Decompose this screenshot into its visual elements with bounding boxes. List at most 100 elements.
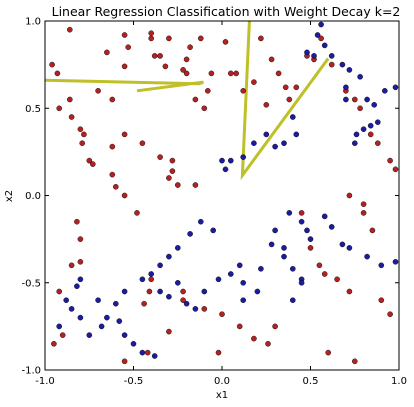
- red-point: [79, 140, 85, 146]
- blue-point: [201, 288, 208, 295]
- blue-point: [197, 218, 204, 225]
- blue-point: [351, 140, 358, 146]
- blue-point: [183, 300, 190, 307]
- red-point: [77, 236, 84, 242]
- blue-point: [68, 306, 75, 312]
- red-point: [95, 88, 101, 94]
- red-point: [157, 154, 163, 160]
- red-point: [328, 61, 335, 68]
- red-point: [121, 192, 128, 199]
- red-point: [121, 32, 128, 38]
- red-point: [251, 335, 257, 342]
- blue-point: [56, 323, 63, 330]
- x-tick-label: -1.0: [35, 376, 55, 387]
- red-point: [49, 61, 55, 68]
- blue-point: [298, 218, 305, 225]
- red-point: [51, 340, 57, 347]
- blue-point: [339, 61, 346, 68]
- blue-point: [304, 49, 310, 56]
- blue-point: [346, 67, 353, 73]
- blue-point: [263, 131, 270, 138]
- blue-point: [378, 262, 385, 269]
- red-point: [325, 349, 332, 356]
- blue-point: [272, 143, 278, 150]
- red-point: [192, 182, 199, 188]
- blue-point: [227, 157, 234, 164]
- red-point: [215, 349, 222, 356]
- blue-point: [307, 236, 314, 242]
- red-point: [151, 53, 158, 59]
- blue-point: [95, 297, 101, 304]
- red-point: [183, 70, 190, 77]
- red-point: [307, 245, 314, 251]
- blue-point: [240, 297, 246, 304]
- blue-point: [77, 276, 84, 283]
- red-point: [166, 175, 172, 181]
- blue-point: [157, 262, 163, 269]
- blue-point: [130, 340, 137, 347]
- blue-point: [321, 42, 328, 49]
- blue-point: [166, 293, 172, 300]
- blue-point: [298, 279, 305, 286]
- red-point: [90, 161, 96, 167]
- blue-point: [328, 224, 335, 230]
- red-point: [222, 39, 229, 45]
- red-point: [351, 96, 358, 103]
- blue-point: [343, 96, 349, 103]
- blue-point: [357, 74, 363, 80]
- blue-point: [371, 102, 378, 108]
- y-tick-label: -0.5: [21, 278, 41, 289]
- red-point: [268, 56, 275, 63]
- blue-point: [289, 297, 296, 304]
- blue-point: [328, 53, 335, 59]
- red-point: [346, 192, 353, 199]
- red-point: [357, 105, 363, 112]
- blue-point: [374, 119, 381, 125]
- blue-point: [174, 279, 181, 286]
- red-point: [227, 70, 234, 77]
- red-point: [86, 157, 93, 164]
- blue-point: [104, 314, 110, 321]
- red-point: [59, 332, 66, 338]
- blue-point: [227, 271, 234, 277]
- blue-point: [364, 253, 370, 260]
- blue-point: [321, 213, 328, 220]
- red-point: [166, 328, 172, 335]
- blue-point: [268, 241, 275, 248]
- red-point: [367, 131, 374, 138]
- red-point: [392, 166, 399, 173]
- blue-point: [236, 262, 243, 269]
- red-point: [318, 35, 324, 42]
- blue-point: [251, 140, 257, 146]
- red-point: [258, 35, 264, 42]
- blue-point: [289, 265, 296, 272]
- red-point: [298, 210, 305, 216]
- blue-point: [286, 210, 293, 216]
- red-point: [56, 288, 63, 295]
- red-point: [77, 258, 84, 265]
- red-point: [121, 131, 128, 138]
- blue-point: [258, 265, 264, 272]
- blue-point: [74, 283, 80, 290]
- y-tick-label: 0.0: [25, 191, 41, 202]
- blue-point: [254, 288, 261, 295]
- red-point: [77, 126, 84, 132]
- red-point: [68, 114, 75, 120]
- blue-point: [98, 323, 105, 330]
- red-point: [187, 44, 193, 51]
- red-point: [192, 96, 199, 103]
- blue-point: [346, 245, 353, 251]
- y-tick-label: 0.5: [25, 104, 41, 115]
- red-point: [169, 157, 176, 164]
- blue-point: [113, 300, 119, 307]
- blue-point: [240, 154, 246, 160]
- blue-point: [121, 332, 128, 338]
- red-point: [351, 358, 358, 365]
- red-point: [81, 131, 87, 138]
- blue-point: [314, 32, 321, 38]
- blue-point: [240, 279, 246, 286]
- red-point: [387, 157, 393, 164]
- red-point: [204, 88, 211, 94]
- blue-point: [343, 84, 349, 91]
